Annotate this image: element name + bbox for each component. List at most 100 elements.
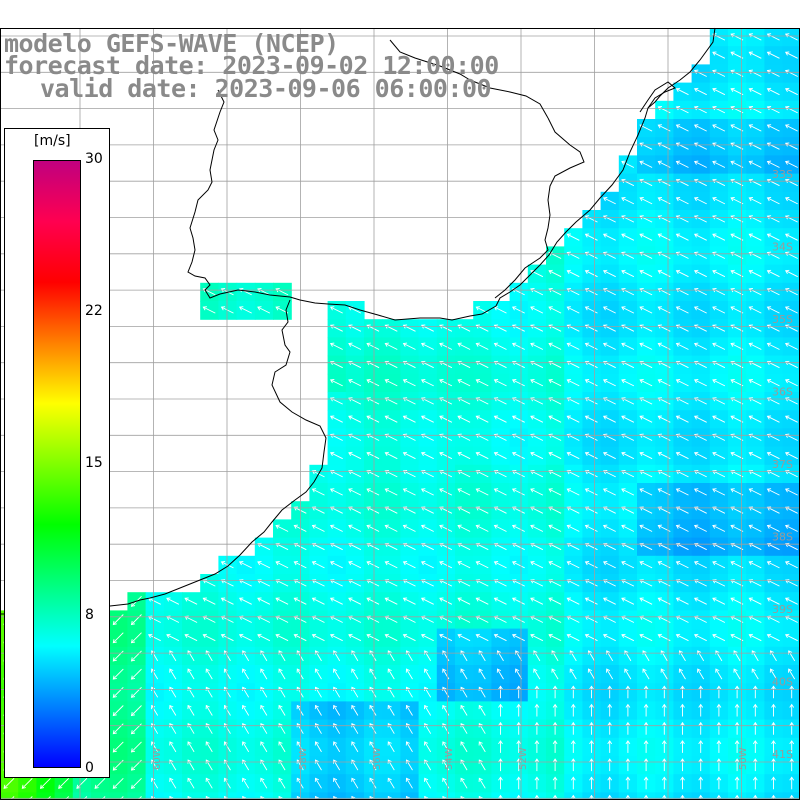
wind-arrow-head [639, 633, 644, 639]
wind-arrow [257, 616, 271, 623]
latitude-label: 39S [772, 603, 793, 616]
wind-arrow-head [766, 633, 772, 639]
wind-arrow-head [329, 306, 335, 311]
wind-arrow-head [460, 777, 465, 782]
wind-arrow [348, 306, 362, 314]
wind-arrow [184, 634, 198, 642]
wind-arrow [639, 525, 653, 532]
wind-arrow-head [784, 542, 790, 548]
wind-arrow-head [730, 87, 735, 93]
wind-arrow-head [311, 561, 317, 566]
wind-arrow-head [748, 379, 753, 384]
wind-arrow [767, 70, 780, 77]
wind-arrow [366, 579, 380, 587]
wind-arrow-head [643, 794, 649, 799]
wind-arrow-head [730, 269, 735, 275]
wind-arrow-head [130, 602, 136, 607]
wind-arrow [131, 705, 142, 716]
wind-arrow-head [475, 415, 480, 420]
wind-arrow-head [366, 542, 371, 548]
colorbar-tick-30: 30 [85, 151, 103, 167]
wind-arrow-head [693, 87, 699, 93]
wind-arrow-head [566, 342, 571, 347]
wind-arrow-head [784, 288, 790, 293]
wind-arrow-head [493, 488, 499, 493]
wind-arrow-head [675, 415, 681, 420]
wind-arrow [621, 452, 635, 460]
wind-arrow [260, 687, 268, 698]
wind-arrow [785, 616, 798, 623]
wind-arrow-head [242, 759, 247, 764]
wind-arrow-head [314, 759, 319, 764]
wind-arrow [548, 616, 562, 623]
wind-arrow-head [712, 379, 717, 384]
wind-arrow-head [675, 379, 681, 384]
wind-arrow [476, 525, 489, 532]
wind-arrow [733, 668, 741, 680]
wind-arrow-head [420, 488, 426, 493]
wind-arrow [351, 668, 359, 680]
title-model: modelo GEFS-WAVE (NCEP) [4, 29, 339, 58]
wind-arrow [421, 561, 434, 569]
wind-arrow-head [730, 160, 735, 165]
wind-arrow-head [639, 524, 644, 529]
wind-arrow-head [693, 561, 699, 566]
wind-arrow-head [475, 342, 480, 347]
wind-arrow-head [748, 178, 753, 184]
wind-arrow-head [584, 397, 590, 402]
wind-arrow-head [439, 542, 444, 548]
wind-arrow [621, 306, 635, 314]
coastline-lagoon [639, 81, 676, 113]
wind-arrow-head [369, 777, 374, 782]
wind-arrow [588, 668, 595, 680]
wind-arrow-head [675, 451, 681, 457]
latitude-label: 40S [772, 676, 793, 689]
wind-arrow-head [661, 740, 667, 745]
wind-speed-cell [364, 792, 383, 800]
wind-arrow [712, 525, 726, 532]
wind-arrow-head [530, 506, 535, 511]
wind-arrow-head [278, 795, 283, 800]
wind-arrow [639, 616, 653, 623]
wind-arrow [278, 705, 286, 716]
wind-arrow [439, 452, 453, 460]
wind-arrow [239, 306, 252, 314]
wind-arrow [712, 197, 726, 205]
wind-arrow-head [187, 759, 192, 764]
wind-arrow-head [457, 488, 462, 493]
wind-arrow [112, 632, 124, 644]
wind-arrow-head [730, 288, 735, 293]
wind-arrow [187, 687, 195, 698]
wind-arrow [315, 650, 322, 662]
wind-arrow-head [584, 288, 590, 293]
wind-arrow-head [639, 142, 644, 147]
wind-arrow-head [238, 306, 244, 311]
wind-arrow [278, 668, 286, 680]
wind-arrow [712, 306, 726, 314]
wind-arrow-head [460, 704, 465, 710]
wind-arrow [712, 379, 726, 387]
wind-arrow-head [238, 597, 244, 602]
wind-arrow [621, 379, 635, 387]
wind-arrow [512, 415, 525, 423]
wind-arrow-head [351, 704, 356, 710]
wind-arrow [151, 668, 159, 680]
wind-arrow-head [566, 306, 571, 311]
wind-arrow-head [675, 360, 681, 366]
wind-arrow [476, 616, 489, 623]
wind-arrow [785, 525, 798, 532]
wind-arrow-head [675, 397, 681, 402]
wind-arrow [112, 668, 124, 680]
wind-arrow [712, 597, 726, 605]
wind-arrow-head [748, 433, 753, 438]
wind-arrow-head [607, 721, 613, 726]
wind-arrow [621, 415, 635, 423]
wind-arrow-head [534, 740, 540, 745]
wind-arrow-head [351, 795, 356, 800]
wind-arrow-head [130, 748, 136, 753]
wind-arrow [187, 705, 195, 716]
wind-arrow [257, 579, 271, 587]
coastline-river-margin [494, 117, 585, 299]
wind-arrow [785, 270, 798, 278]
wind-arrow-head [566, 470, 571, 475]
